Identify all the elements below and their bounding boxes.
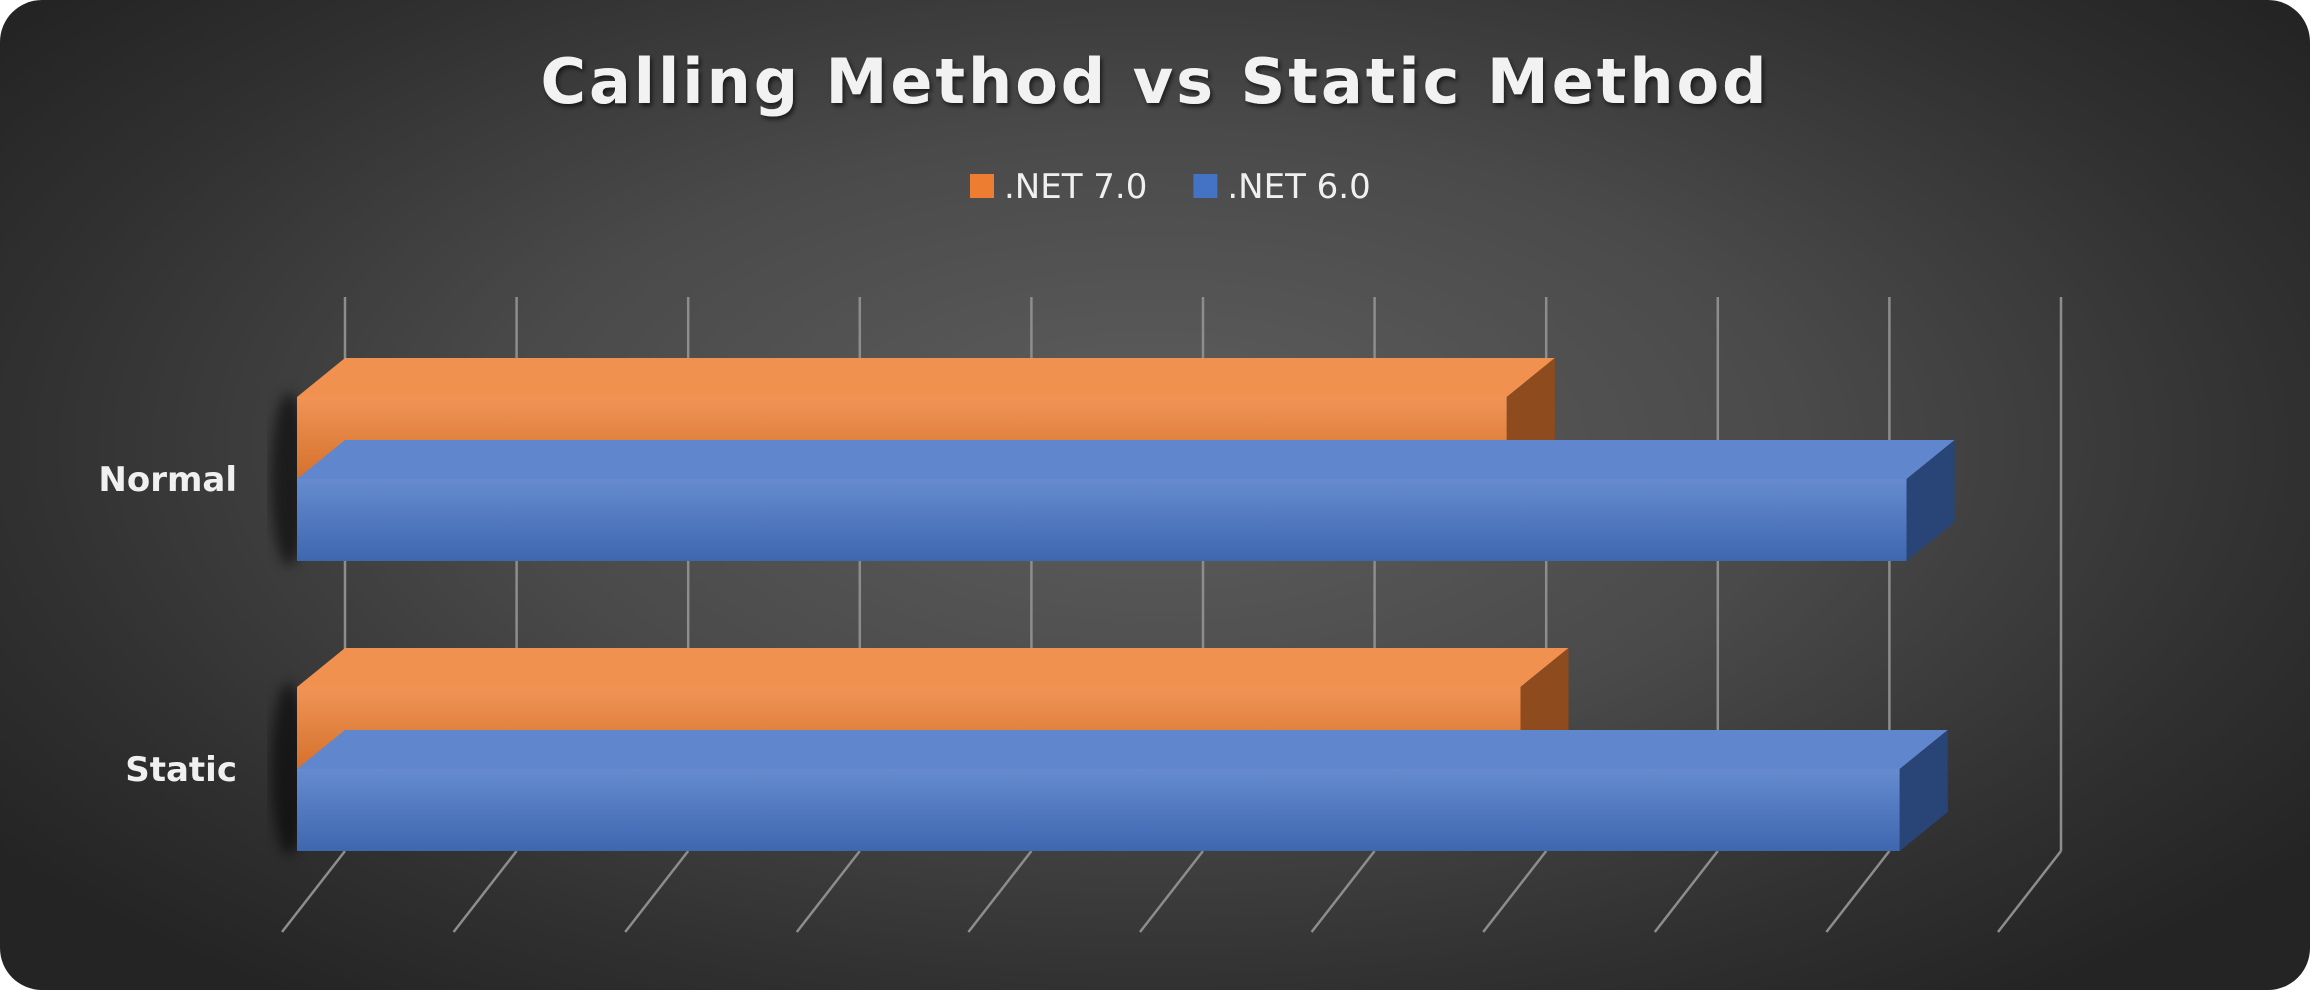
category-labels: Normal Static [98, 460, 237, 790]
legend-label: .NET 6.0 [1227, 167, 1370, 207]
bar-front-face [297, 479, 1907, 561]
bar-static-net-6-0 [297, 730, 1948, 851]
gridline-floor [1139, 850, 1204, 933]
gridline-floor [281, 850, 346, 933]
legend-label: .NET 7.0 [1004, 167, 1147, 207]
bar-top-face [297, 730, 1948, 769]
gridline-floor [1653, 850, 1719, 933]
gridline-floor [1997, 850, 2062, 933]
bar-front-face [297, 769, 1900, 851]
gridline-floor [624, 850, 690, 933]
bar-top-face [297, 648, 1569, 687]
gridline-floor [452, 850, 518, 933]
chart-title: Calling Method vs Static Method [540, 45, 1769, 118]
gridline-floor [1482, 850, 1548, 933]
bar-side-face [1906, 440, 1955, 561]
legend-swatch [970, 174, 994, 198]
bar-normal-net-6-0 [297, 440, 1955, 561]
gridline-floor [967, 850, 1033, 933]
category-label-static: Static [125, 750, 237, 790]
gridline-floor [1310, 850, 1376, 933]
gridline-floor [795, 850, 861, 933]
chart-legend: .NET 7.0 .NET 6.0 [970, 167, 1371, 207]
category-label-normal: Normal [98, 460, 237, 500]
bar-top-face [297, 358, 1555, 397]
legend-item-net-6-0: .NET 6.0 [1193, 167, 1371, 207]
legend-swatch [1193, 174, 1218, 198]
legend-item-net-7-0: .NET 7.0 [970, 167, 1147, 207]
bars [271, 358, 1955, 856]
gridline-floor [1825, 850, 1891, 933]
bar-side-face [1899, 730, 1948, 851]
bar-top-face [297, 440, 1955, 479]
